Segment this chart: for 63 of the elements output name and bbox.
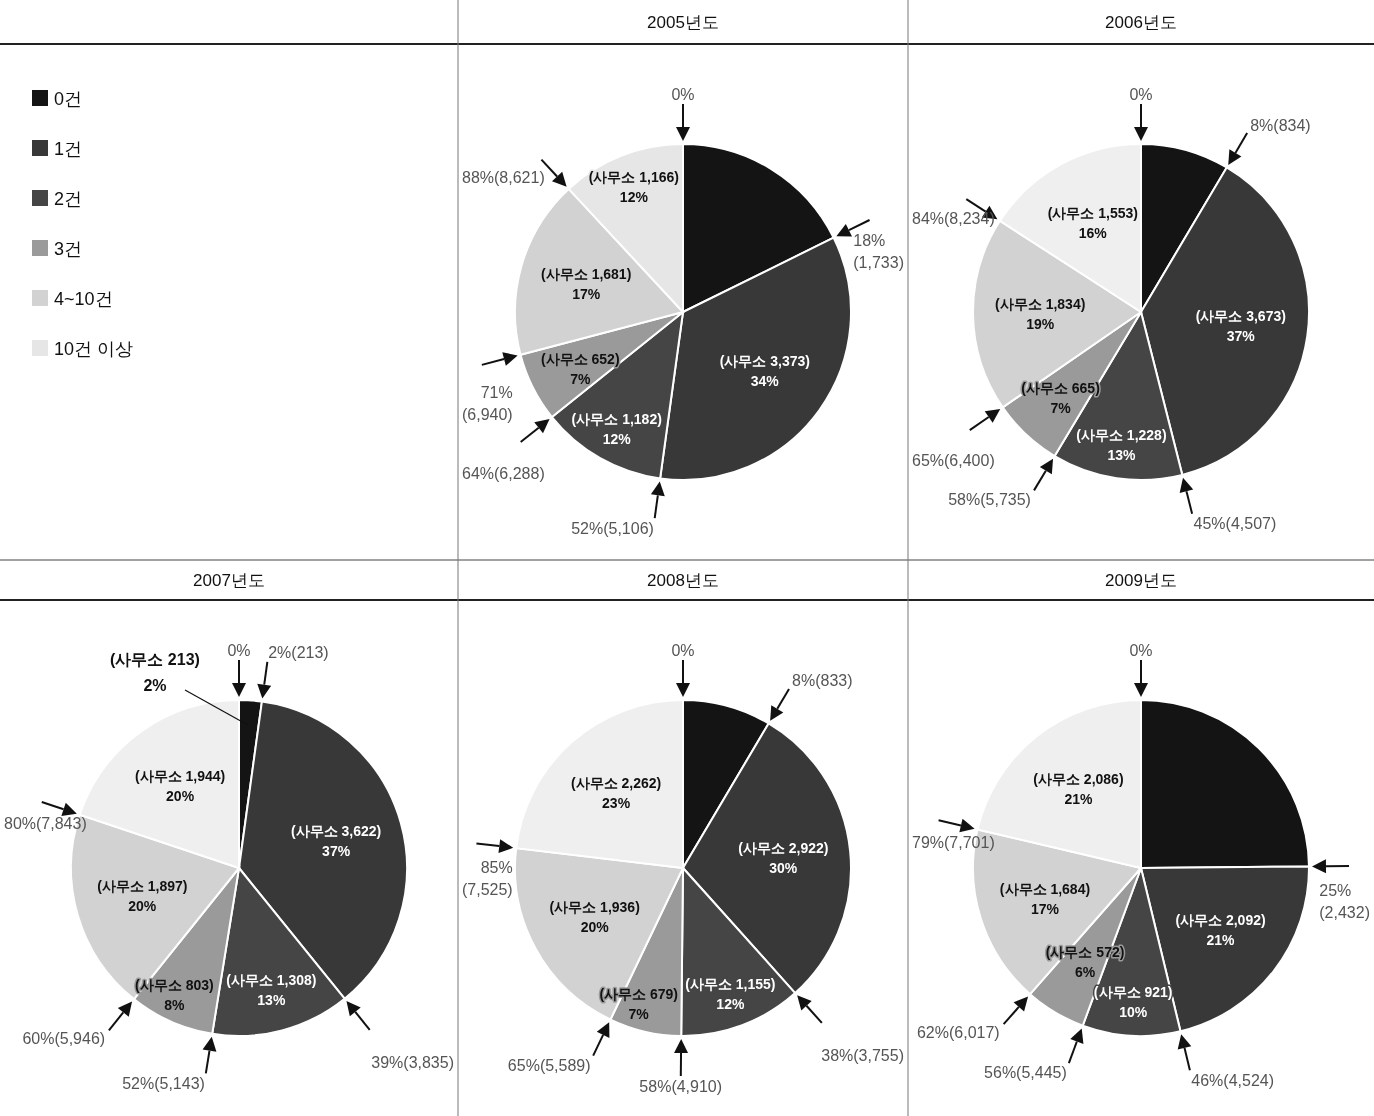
data-label: (사무소 3,622) 37%	[290, 822, 382, 859]
data-label: (사무소 213) 2%	[110, 651, 200, 694]
text: 88%(8,621)	[462, 168, 545, 186]
legend-label: 2건	[54, 189, 83, 209]
data-label: (사무소 1,936) 20%	[549, 898, 640, 935]
chart-title: 2008년도	[647, 571, 719, 590]
data-label: (사무소 1,228) 13%	[1076, 426, 1167, 463]
text: 58%(5,735)	[948, 490, 1031, 508]
text: 38%(3,755)	[821, 1046, 904, 1064]
text: 18% (1,733)	[853, 232, 904, 272]
data-label: (사무소 3,373) 34%	[719, 352, 810, 389]
data-label: (사무소 1,944) 20%	[134, 768, 226, 805]
text: 84%(8,234)	[912, 210, 995, 228]
text: 0%	[1129, 86, 1153, 103]
chart-title: 2005년도	[647, 13, 719, 32]
text: 8%(834)	[1250, 116, 1311, 134]
legend-label: 0건	[54, 89, 83, 109]
data-label: (사무소 1,834) 19%	[995, 295, 1086, 332]
text: 2%(213)	[268, 644, 329, 662]
text: 80%(7,843)	[4, 815, 87, 833]
legend-label: 3건	[54, 239, 83, 259]
data-label: (사무소 1,684) 17%	[999, 880, 1091, 917]
data-label: (사무소 3,673) 37%	[1195, 308, 1286, 345]
data-label: (사무소 1,897) 20%	[97, 878, 188, 915]
legend-label: 4~10건	[54, 289, 113, 309]
text: 25% (2,432)	[1319, 882, 1370, 922]
text: 45%(4,507)	[1193, 515, 1277, 533]
text: 58%(4,910)	[639, 1077, 723, 1095]
text: 85% (7,525)	[462, 858, 513, 898]
text: 56%(5,445)	[984, 1064, 1067, 1082]
data-label: (사무소 2,922) 30%	[738, 840, 829, 877]
text: 0%	[227, 642, 251, 659]
chart-title: 2006년도	[1105, 13, 1177, 32]
text: 52%(5,143)	[122, 1075, 205, 1093]
data-label: (사무소 1,155) 12%	[685, 975, 776, 1012]
text: 65%(6,400)	[912, 452, 995, 470]
legend-label: 1건	[54, 139, 83, 159]
text: 64%(6,288)	[462, 464, 545, 482]
text: 0%	[671, 86, 695, 103]
text: 79%(7,701)	[912, 834, 995, 852]
data-label: (사무소 2,086) 21%	[1033, 770, 1124, 807]
data-label: (사무소 652) 7%	[540, 351, 620, 388]
text: 62%(6,017)	[916, 1023, 1000, 1041]
text: 71% (6,940)	[462, 383, 513, 423]
text: 60%(5,946)	[22, 1030, 106, 1048]
data-label: (사무소 1,182) 12%	[571, 410, 662, 447]
text: 65%(5,589)	[507, 1056, 591, 1074]
data-label: (사무소 1,681) 17%	[541, 265, 632, 302]
text: 0%	[1129, 642, 1153, 659]
data-label: (사무소 2,262) 23%	[570, 774, 662, 811]
data-label: (사무소 1,166) 12%	[588, 168, 679, 205]
chart-title: 2009년도	[1105, 571, 1177, 590]
text: 39%(3,835)	[371, 1054, 454, 1072]
data-label: (사무소 1,308) 13%	[226, 971, 317, 1008]
data-label: (사무소 1,553) 16%	[1047, 205, 1138, 242]
data-label: (사무소 2,092) 21%	[1175, 911, 1266, 948]
text: 8%(833)	[792, 672, 853, 690]
text: 46%(4,524)	[1191, 1071, 1275, 1089]
text: 0%	[671, 642, 695, 659]
legend-label: 10건 이상	[54, 339, 134, 359]
data-label: (사무소 679) 7%	[599, 985, 678, 1022]
text: 52%(5,106)	[571, 519, 654, 537]
chart-title: 2007년도	[193, 571, 265, 590]
